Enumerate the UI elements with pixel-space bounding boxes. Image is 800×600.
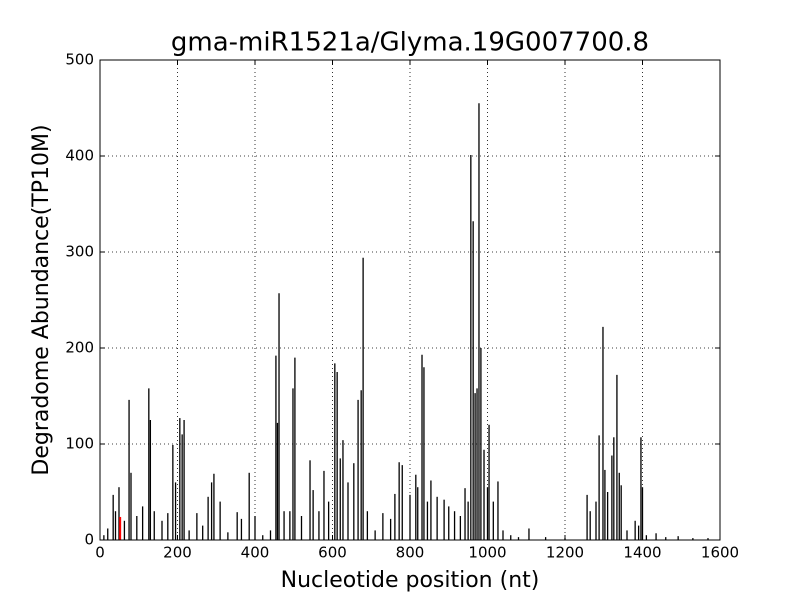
x-tick-label: 800 [396,544,425,562]
y-tick-label: 200 [65,339,94,357]
x-axis-label: Nucleotide position (nt) [281,568,540,593]
x-tick-label: 0 [95,544,105,562]
x-tick-label: 400 [241,544,270,562]
y-tick-label: 0 [84,531,94,549]
x-tick-label: 600 [318,544,347,562]
y-tick-label: 400 [65,147,94,165]
chart-title: gma-miR1521a/Glyma.19G007700.8 [171,28,649,58]
y-tick-label: 300 [65,243,94,261]
y-tick-label: 500 [65,51,94,69]
y-axis-label: Degradome Abundance(TP10M) [29,124,54,475]
plot-frame [99,59,721,541]
x-tick-label: 1400 [623,544,661,562]
x-tick-label: 200 [163,544,192,562]
x-tick-label: 1200 [546,544,584,562]
x-tick-label: 1000 [468,544,506,562]
y-tick-label: 100 [65,435,94,453]
x-tick-label: 1600 [701,544,739,562]
